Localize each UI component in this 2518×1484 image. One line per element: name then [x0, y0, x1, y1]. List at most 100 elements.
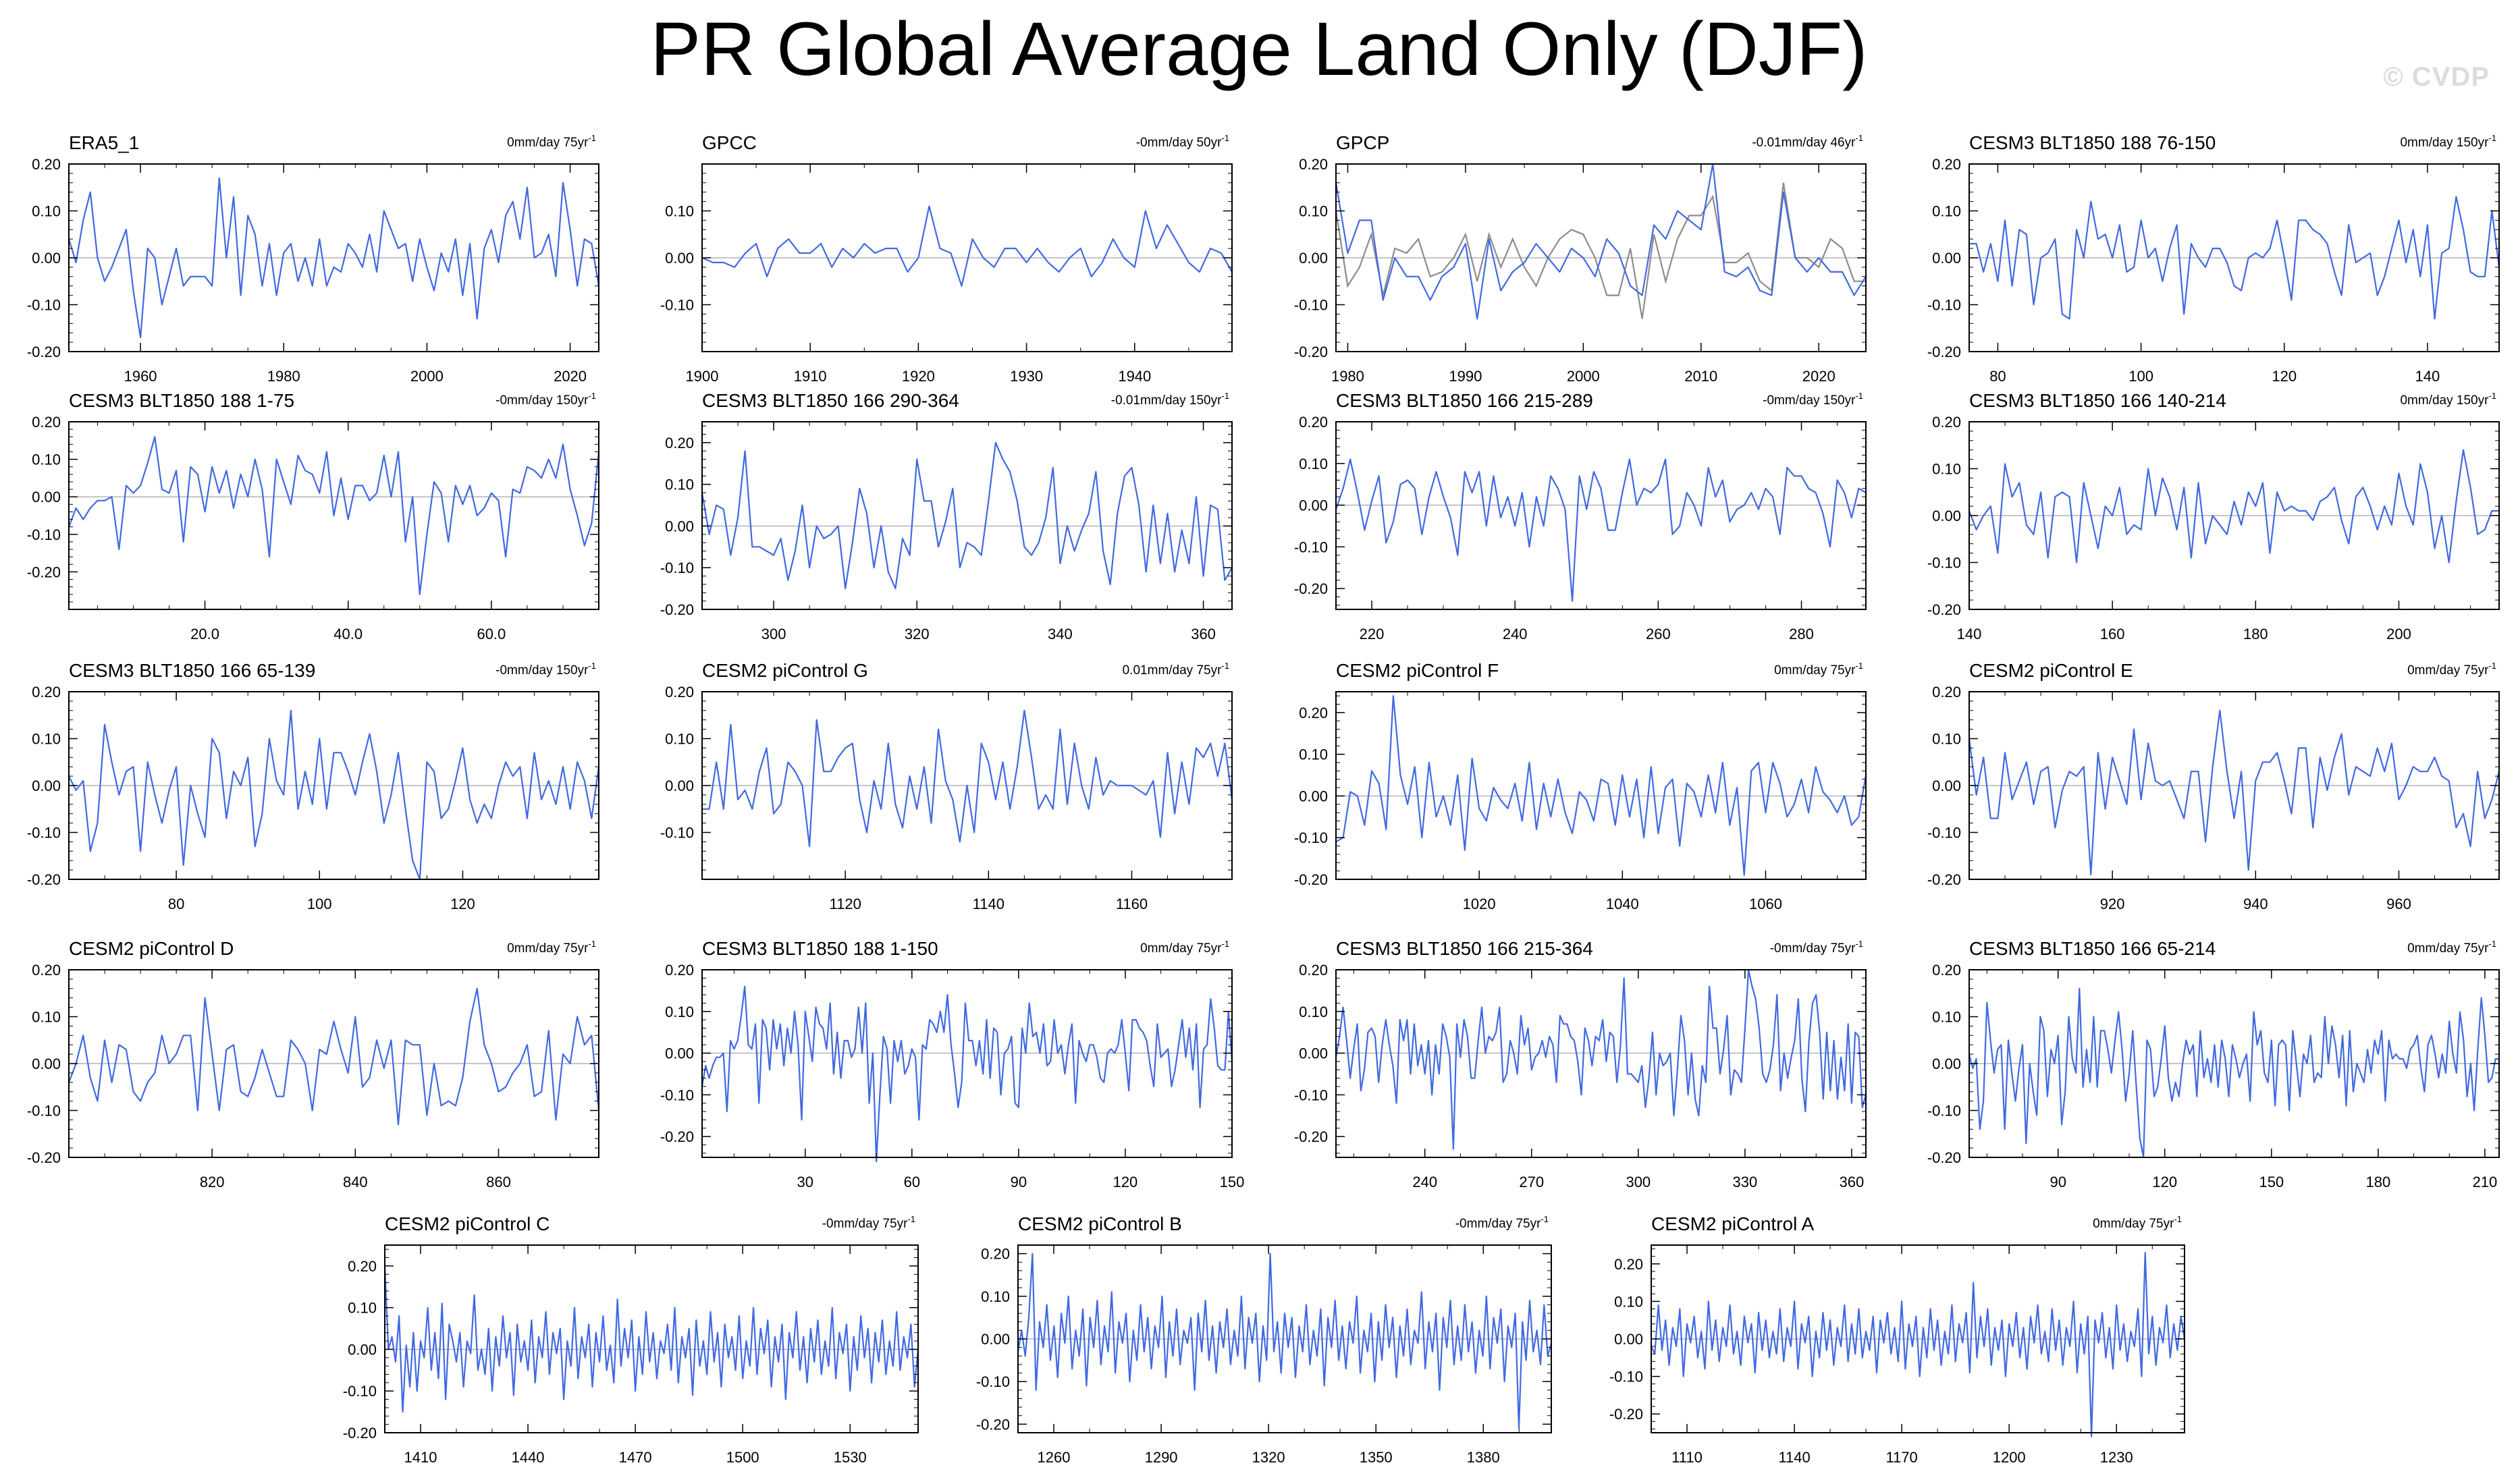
panel-title: CESM3 BLT1850 166 65-214 — [1969, 938, 2216, 959]
x-tick-label: 840 — [343, 1174, 368, 1190]
y-tick-label: -0.20 — [27, 343, 61, 360]
x-tick-label: 60 — [904, 1174, 920, 1190]
plot-frame — [384, 1244, 919, 1433]
x-tick-label: 2000 — [1567, 368, 1600, 385]
x-tick-label: 1930 — [1010, 368, 1043, 385]
y-tick-label: 0.10 — [1932, 1009, 1961, 1026]
panel-title: CESM2 piControl D — [69, 938, 234, 959]
series-line — [68, 709, 600, 881]
y-tick-label: 0.10 — [665, 203, 694, 220]
x-tick-label: 180 — [2366, 1174, 2391, 1190]
series-line — [1968, 987, 2499, 1159]
panel-title: CESM2 piControl C — [385, 1213, 550, 1234]
y-tick-label: -0.10 — [1609, 1369, 1643, 1385]
y-tick-label: -0.10 — [1294, 297, 1328, 314]
x-tick-label: 100 — [307, 896, 332, 912]
y-tick-label: 0.00 — [1299, 250, 1328, 267]
x-tick-label: 360 — [1840, 1174, 1865, 1190]
y-tick-label: 0.00 — [1932, 1055, 1961, 1072]
chart-panel: CESM2 piControl G 0.01mm/day 75yr-1 0.20 0.… — [660, 660, 1233, 912]
trend-exponent: -1 — [1855, 391, 1863, 401]
x-tick-label: 1530 — [834, 1449, 867, 1466]
panel-trend: 0mm/day 150yr-1 — [2400, 133, 2496, 150]
y-tick-label: 0.20 — [1932, 156, 1961, 173]
y-tick-label: -0.10 — [1294, 829, 1328, 846]
y-tick-label: 0.10 — [32, 731, 61, 748]
series-line — [702, 709, 1233, 848]
series-line — [1651, 1251, 2186, 1437]
x-tick-label: 860 — [486, 1174, 511, 1190]
series-line — [1017, 1253, 1553, 1429]
chart-panel: GPCP -0.01mm/day 46yr-1 0.20 0.10 0.00 -0.10 -… — [1294, 132, 1867, 385]
panel-title: GPCC — [702, 132, 757, 153]
trend-exponent: -1 — [907, 1214, 915, 1224]
x-tick-label: 1440 — [512, 1449, 545, 1466]
x-tick-label: 2000 — [410, 368, 444, 385]
x-tick-label: 330 — [1733, 1174, 1758, 1190]
chart-panel: CESM2 piControl F 0mm/day 75yr-1 0.20 0.10 0… — [1294, 660, 1867, 912]
trend-exponent: -1 — [1855, 133, 1863, 143]
x-tick-label: 150 — [2259, 1174, 2284, 1190]
trend-exponent: -1 — [1855, 661, 1863, 671]
chart-panel: CESM3 BLT1850 188 1-150 0mm/day 75yr-1 0.2… — [660, 938, 1245, 1190]
trend-exponent: -1 — [1541, 1214, 1549, 1224]
panel-trend: 0mm/day 75yr-1 — [2407, 939, 2496, 956]
x-tick-label: 1020 — [1463, 896, 1496, 912]
series-line — [68, 987, 600, 1126]
trend-exponent: -1 — [1221, 391, 1229, 401]
x-tick-label: 280 — [1789, 626, 1814, 642]
x-tick-label: 360 — [1191, 626, 1216, 642]
chart-panel: CESM2 piControl E 0mm/day 75yr-1 0.20 0.10 0… — [1927, 660, 2500, 912]
x-tick-label: 100 — [2128, 368, 2153, 385]
series-line — [68, 177, 600, 339]
y-tick-label: -0.10 — [1927, 555, 1961, 572]
panel-trend: -0.01mm/day 150yr-1 — [1111, 391, 1229, 408]
y-tick-label: 0.10 — [1299, 1004, 1328, 1020]
panel-trend: -0.01mm/day 46yr-1 — [1752, 133, 1863, 150]
y-tick-label: 0.00 — [32, 777, 61, 794]
y-tick-label: -0.10 — [1927, 1103, 1961, 1120]
panel-title: CESM3 BLT1850 188 1-150 — [702, 938, 938, 959]
trend-exponent: -1 — [2488, 939, 2496, 949]
y-tick-label: 0.00 — [981, 1331, 1010, 1348]
plot-frame — [1335, 421, 1867, 610]
x-tick-label: 120 — [2272, 368, 2297, 385]
chart-panel: CESM2 piControl B -0mm/day 75yr-1 0.20 0.10… — [976, 1213, 1553, 1466]
series-line — [1968, 709, 2500, 876]
panel-title: ERA5_1 — [69, 132, 139, 153]
y-tick-label: 0.10 — [1299, 456, 1328, 472]
y-tick-label: 0.10 — [1932, 731, 1961, 748]
x-tick-label: 1140 — [1778, 1449, 1810, 1466]
x-tick-label: 320 — [905, 626, 930, 642]
plot-frame — [701, 421, 1233, 610]
x-tick-label: 120 — [2152, 1174, 2177, 1190]
trend-exponent: -1 — [588, 391, 596, 401]
x-tick-label: 1230 — [2100, 1449, 2133, 1466]
x-tick-label: 1110 — [1671, 1449, 1703, 1466]
chart-panel: CESM3 BLT1850 166 215-364 -0mm/day 75yr-1… — [1294, 938, 1867, 1190]
panel-title: GPCP — [1336, 132, 1389, 153]
panel-trend: 0mm/day 75yr-1 — [1774, 661, 1863, 678]
chart-panel: CESM3 BLT1850 166 65-139 -0mm/day 150yr-1… — [27, 660, 600, 912]
y-tick-label: 0.20 — [348, 1258, 377, 1275]
x-tick-label: 220 — [1360, 626, 1385, 642]
x-tick-label: 1920 — [902, 368, 935, 385]
y-tick-label: 0.20 — [665, 684, 694, 700]
y-tick-label: -0.10 — [27, 825, 61, 842]
panel-title: CESM2 piControl G — [702, 660, 868, 681]
panel-title: CESM3 BLT1850 188 1-75 — [69, 390, 294, 411]
overlay-series-line — [1335, 182, 1866, 319]
x-tick-label: 300 — [1626, 1174, 1651, 1190]
y-tick-label: 0.00 — [348, 1341, 377, 1358]
panel-title: CESM2 piControl B — [1018, 1213, 1182, 1234]
y-tick-label: -0.20 — [1294, 580, 1328, 597]
x-tick-label: 1470 — [619, 1449, 652, 1466]
x-tick-label: 150 — [1220, 1174, 1245, 1190]
y-tick-label: -0.20 — [1927, 601, 1961, 618]
x-tick-label: 1350 — [1360, 1449, 1393, 1466]
x-tick-label: 1120 — [830, 896, 861, 912]
y-tick-label: 0.00 — [1932, 507, 1961, 524]
series-line — [1968, 449, 2499, 564]
panel-trend: 0mm/day 150yr-1 — [2400, 391, 2496, 408]
y-tick-label: 0.10 — [1932, 203, 1961, 220]
